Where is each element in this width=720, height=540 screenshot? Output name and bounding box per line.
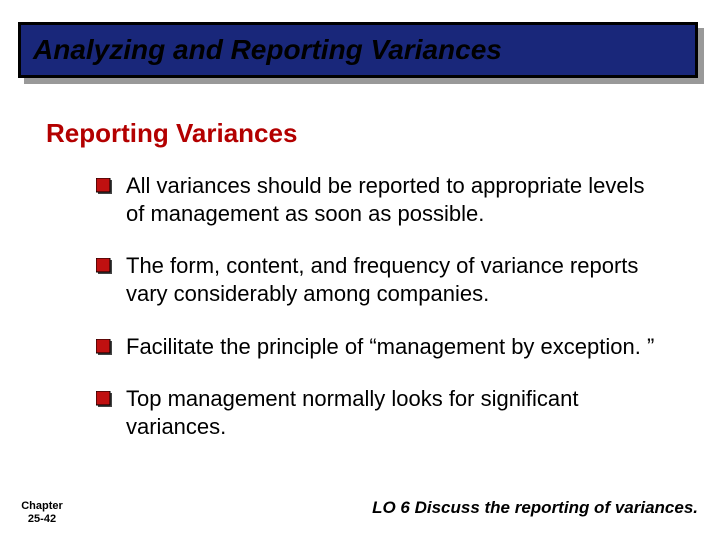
bullet-list: All variances should be reported to appr…: [96, 172, 656, 465]
bullet-text: All variances should be reported to appr…: [126, 172, 656, 228]
bullet-text: Facilitate the principle of “management …: [126, 333, 654, 361]
bullet-square-icon: [96, 258, 112, 274]
slide-title-bar: Analyzing and Reporting Variances: [18, 22, 698, 78]
bullet-square-icon: [96, 178, 112, 194]
lo-prefix: LO 6: [372, 498, 415, 517]
bullet-square-icon: [96, 339, 112, 355]
title-box: Analyzing and Reporting Variances: [18, 22, 698, 78]
bullet-square-icon: [96, 391, 112, 407]
section-heading: Reporting Variances: [46, 118, 297, 149]
list-item: The form, content, and frequency of vari…: [96, 252, 656, 308]
list-item: Facilitate the principle of “management …: [96, 333, 656, 361]
bullet-text: The form, content, and frequency of vari…: [126, 252, 656, 308]
lo-text: Discuss the reporting of variances.: [415, 498, 698, 517]
learning-objective: LO 6 Discuss the reporting of variances.: [372, 498, 698, 518]
list-item: Top management normally looks for signif…: [96, 385, 656, 441]
slide-title: Analyzing and Reporting Variances: [33, 34, 502, 66]
chapter-word: Chapter: [12, 500, 72, 513]
list-item: All variances should be reported to appr…: [96, 172, 656, 228]
bullet-text: Top management normally looks for signif…: [126, 385, 656, 441]
chapter-number: 25-42: [12, 513, 72, 526]
chapter-footer: Chapter 25-42: [12, 500, 72, 526]
